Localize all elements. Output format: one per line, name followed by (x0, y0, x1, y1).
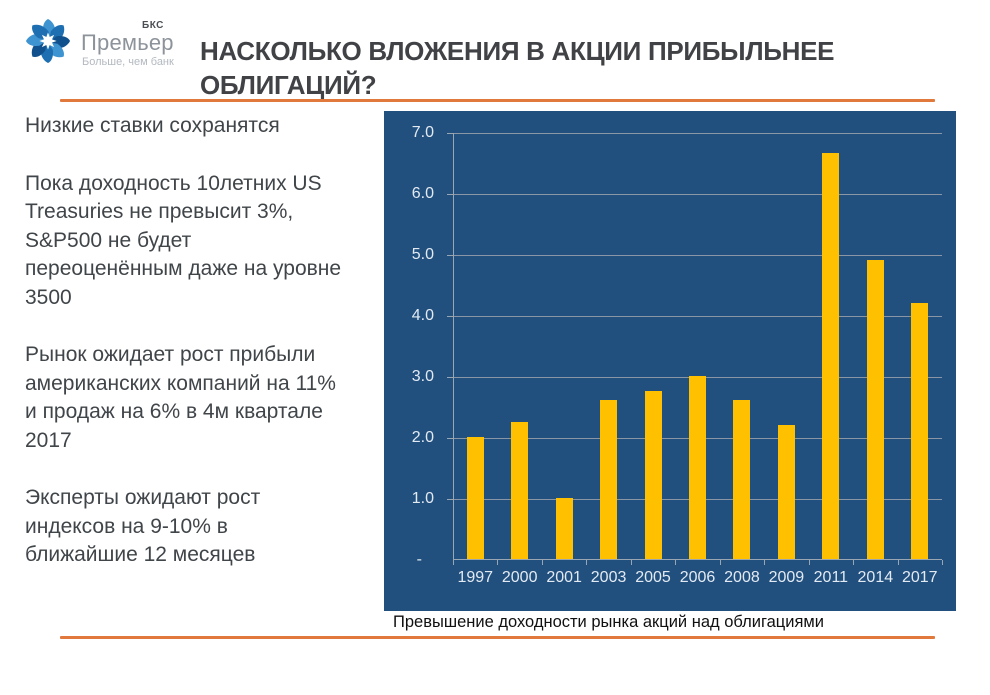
x-axis-label: 2014 (857, 569, 894, 586)
x-axis-label: 2006 (679, 569, 716, 586)
paragraph-low-rates: Низкие ставки сохранятся (25, 114, 280, 137)
y-axis-label: 4.0 (411, 307, 434, 324)
y-axis-label: 6.0 (411, 184, 434, 202)
top-divider-line (60, 99, 935, 102)
y-tick-mark (447, 499, 453, 500)
bottom-divider-line (60, 636, 935, 639)
x-axis-label: 2003 (590, 569, 627, 586)
x-tick-mark (586, 560, 588, 565)
x-tick-mark (942, 560, 943, 565)
x-axis-label: 2000 (501, 569, 538, 586)
gridline (453, 255, 942, 256)
x-tick-mark (764, 560, 766, 565)
x-tick-mark (630, 560, 632, 565)
x-tick-mark (719, 560, 721, 565)
y-axis-label: 1.0 (411, 490, 434, 507)
page-title: НАСКОЛЬКО ВЛОЖЕНИЯ В АКЦИИ ПРИБЫЛЬНЕЕ ОБ… (200, 36, 835, 101)
x-tick-mark (853, 560, 855, 565)
y-tick-mark (447, 316, 453, 317)
x-axis-label: 2001 (546, 569, 582, 586)
gridline (453, 194, 942, 195)
x-axis-label: 2009 (768, 569, 805, 586)
gridline (453, 316, 942, 317)
y-axis-line (453, 133, 454, 565)
bar (466, 437, 484, 559)
x-axis-label: 1997 (457, 569, 494, 586)
bar (644, 391, 662, 559)
y-tick-mark (447, 194, 453, 195)
x-axis-label: 2008 (724, 569, 760, 586)
x-tick-mark (808, 560, 810, 565)
y-axis-label: 2.0 (411, 429, 434, 446)
logo-superscript: БКС (142, 20, 164, 31)
x-axis-label: 2005 (635, 569, 671, 586)
bar (866, 260, 884, 559)
x-axis-label: 2017 (901, 569, 938, 586)
commentary-panel: Низкие ставки сохранятся Пока доходность… (25, 112, 390, 599)
y-axis-label-zero: - (416, 551, 422, 568)
x-tick-mark (541, 560, 543, 565)
x-tick-mark (497, 560, 499, 565)
y-axis-label: 7.0 (411, 124, 434, 141)
x-axis-label: 2011 (813, 569, 849, 586)
x-tick-mark (897, 560, 899, 565)
snowflake-logo-icon (25, 18, 71, 64)
bar-chart: 7.0 6.0 5.0 4.0 3.0 2.0 1.0 - 1997 2000 2001 2003 20… (384, 111, 956, 611)
bar (911, 302, 929, 559)
y-tick-mark (447, 377, 453, 378)
gridline (453, 133, 942, 134)
bar (555, 497, 573, 559)
chart-plot: 7.0 6.0 5.0 4.0 3.0 2.0 1.0 - 1997 2000 2001 2003 20… (412, 124, 943, 586)
chart-caption: Превышение доходности рынка акций над об… (393, 613, 824, 631)
x-tick-mark (453, 560, 454, 565)
bar (733, 400, 751, 559)
bar (777, 424, 795, 559)
bar (689, 376, 706, 559)
paragraph-experts: Эксперты ожидают рост индексов на 9-10% … (25, 486, 261, 566)
y-tick-mark (447, 133, 453, 134)
bar (600, 400, 618, 559)
logo-tagline: Больше, чем банк (82, 56, 174, 68)
x-tick-mark (675, 560, 677, 565)
logo-brand-text: Премьер (81, 30, 174, 55)
y-axis-label: 5.0 (411, 245, 434, 263)
bar (822, 153, 840, 559)
paragraph-treasuries: Пока доходность 10летних US Treasuries н… (25, 171, 342, 309)
paragraph-market-growth: Рынок ожидает рост прибыли американских … (25, 343, 336, 452)
y-axis-label: 3.0 (411, 367, 434, 385)
y-tick-mark (447, 438, 453, 439)
y-tick-mark (447, 255, 453, 256)
bcs-premier-logo: Премьер БКС Больше, чем банк (25, 16, 195, 72)
x-axis-line (453, 559, 942, 560)
bar (511, 421, 529, 559)
